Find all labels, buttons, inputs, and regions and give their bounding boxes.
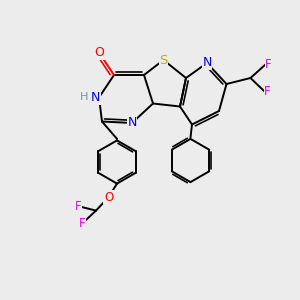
- Text: F: F: [79, 217, 86, 230]
- Text: O: O: [104, 190, 113, 204]
- Text: F: F: [264, 85, 271, 98]
- Text: F: F: [75, 200, 81, 213]
- Text: H: H: [80, 92, 88, 103]
- Text: F: F: [265, 58, 272, 71]
- Text: O: O: [94, 46, 104, 59]
- Text: N: N: [127, 116, 137, 130]
- Text: S: S: [159, 53, 168, 67]
- Text: N: N: [202, 56, 212, 70]
- Text: N: N: [91, 91, 101, 104]
